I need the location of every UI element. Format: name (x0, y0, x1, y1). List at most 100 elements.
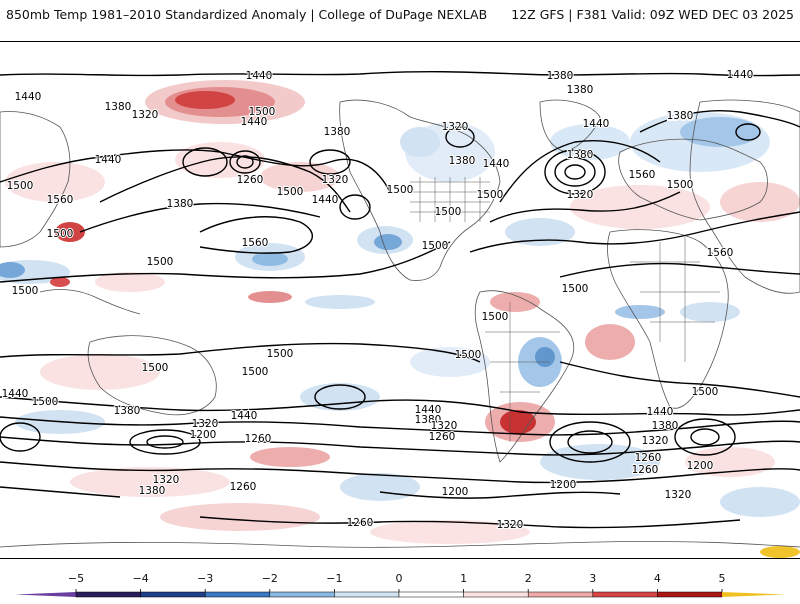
legend-bin-b3 (204, 591, 271, 598)
contour-label-1560: 1560 (242, 237, 269, 249)
legend-tick-label: 4 (654, 572, 661, 585)
antarctica-outline (0, 541, 800, 548)
contour-label-1500: 1500 (142, 362, 169, 374)
contour-label-1380: 1380 (547, 70, 574, 82)
contour-label-1500: 1500 (242, 366, 269, 378)
contour-label-1380: 1380 (167, 198, 194, 210)
contour-1500-atlantic (469, 211, 800, 253)
legend-bin-b2 (140, 591, 206, 598)
contour-label-1500: 1500 (249, 106, 276, 118)
contour-label-1200: 1200 (190, 429, 217, 441)
contour-label-1320: 1320 (192, 418, 219, 430)
contour-label-1500: 1500 (267, 348, 294, 360)
contour-1500-subtropic (0, 241, 451, 283)
contour-label-1440: 1440 (583, 118, 610, 130)
low-s-pacific-inner (146, 435, 184, 449)
high-pacific (339, 194, 371, 220)
legend-tick-label: −1 (326, 572, 342, 585)
legend-under-arrow (15, 592, 76, 597)
contour-label-1440: 1440 (246, 70, 273, 82)
contour-1560-atlantic (559, 262, 800, 278)
contour-label-1500: 1500 (562, 283, 589, 295)
contour-label-1260: 1260 (245, 433, 272, 445)
contour-label-1260: 1260 (237, 174, 264, 186)
legend-tick-label: −4 (132, 572, 148, 585)
contour-label-1500: 1500 (12, 285, 39, 297)
contour-label-1500: 1500 (482, 311, 509, 323)
legend-tick-label: −3 (197, 572, 213, 585)
low-s-indian (0, 422, 41, 452)
legend-tick-label: 0 (396, 572, 403, 585)
contour-1440-southern (0, 396, 800, 416)
south-america-borders (485, 302, 560, 442)
contour-label-1200: 1200 (442, 486, 469, 498)
product-title: 850mb Temp 1981–2010 Standardized Anomal… (6, 7, 488, 22)
greenland-outline (539, 99, 601, 153)
contour-label-1200: 1200 (687, 460, 714, 472)
contour-label-1320: 1320 (497, 519, 524, 531)
europe-outline (618, 138, 768, 221)
contour-1560-subtropic-pacific (199, 216, 313, 254)
contour-label-1440: 1440 (15, 91, 42, 103)
contour-label-1380: 1380 (449, 155, 476, 167)
contour-label-1500: 1500 (387, 184, 414, 196)
contour-1200-antarctic (379, 491, 621, 499)
legend-bin-b6 (398, 591, 464, 598)
contour-1260-antarctic-west (0, 486, 121, 498)
contour-label-1560: 1560 (707, 247, 734, 259)
contour-1500-s-atlantic (559, 361, 800, 398)
contour-label-1380: 1380 (105, 101, 132, 113)
contour-label-1320: 1320 (665, 489, 692, 501)
legend-bin-b10 (657, 591, 723, 598)
contour-1440-pacific-wave (79, 202, 321, 233)
contour-label-1500: 1500 (667, 179, 694, 191)
contour-label-1260: 1260 (347, 517, 374, 529)
contour-label-1500: 1500 (7, 180, 34, 192)
contour-label-1500: 1500 (277, 186, 304, 198)
contour-label-1320: 1320 (442, 121, 469, 133)
contour-label-1560: 1560 (629, 169, 656, 181)
low-n-america (445, 126, 475, 148)
contour-label-1500: 1500 (422, 240, 449, 252)
asia-outline (689, 99, 800, 294)
contour-label-1260: 1260 (632, 464, 659, 476)
contour-label-1320: 1320 (322, 174, 349, 186)
color-legend: −5 −4 −3 −2 −1 0 1 2 3 4 5 (0, 570, 800, 600)
contour-label-1200: 1200 (550, 479, 577, 491)
contour-label-1320: 1320 (567, 189, 594, 201)
legend-bin-b9 (592, 591, 658, 598)
legend-bin-b1 (75, 591, 141, 598)
coastlines (0, 99, 800, 548)
contour-label-1500: 1500 (455, 349, 482, 361)
contour-1380-southern (0, 416, 800, 436)
contour-label-1500: 1500 (47, 228, 74, 240)
contour-label-1440: 1440 (647, 406, 674, 418)
low-pacific-2 (229, 150, 261, 174)
legend-tick-label: −2 (262, 572, 278, 585)
contour-1380-europe (639, 110, 800, 133)
contour-1500-southern (0, 342, 481, 363)
contour-label-1440: 1440 (727, 69, 754, 81)
contour-label-1440: 1440 (483, 158, 510, 170)
contour-label-1320: 1320 (132, 109, 159, 121)
legend-over-arrow (722, 592, 785, 597)
contour-label-1320: 1320 (642, 435, 669, 447)
contour-label-1380: 1380 (667, 110, 694, 122)
contour-label-1440: 1440 (95, 154, 122, 166)
contour-label-1500: 1500 (435, 206, 462, 218)
africa-outline (607, 229, 729, 409)
map-header: 850mb Temp 1981–2010 Standardized Anomal… (0, 0, 800, 30)
legend-tick-label: 5 (719, 572, 726, 585)
contour-1440-atlantic (489, 191, 681, 223)
low-pacific-2-inner (236, 155, 254, 169)
contour-label-1260: 1260 (230, 481, 257, 493)
legend-bin-b7 (463, 591, 529, 598)
contour-label-1380: 1380 (324, 126, 351, 138)
contour-label-1440: 1440 (231, 410, 258, 422)
low-s-atlantic (549, 421, 631, 463)
low-atlantic-core (564, 164, 586, 180)
contour-1380-atlantic (499, 140, 661, 203)
low-s-indian-east (674, 418, 736, 456)
